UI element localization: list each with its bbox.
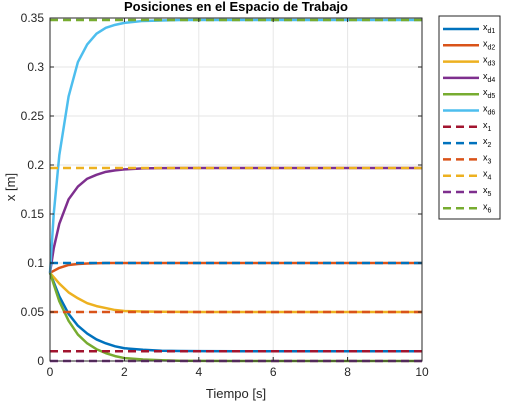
legend-label-base: x [483,169,488,179]
legend-label-x6: x6 [483,201,492,214]
legend-label-subscript: 6 [488,207,492,214]
x-tick-label: 4 [195,365,202,379]
plot-background [50,18,422,361]
legend-label-base: x [483,152,488,162]
y-tick-label: 0 [37,354,44,368]
legend-label-base: x [483,201,488,211]
legend-label-base: x [483,104,488,114]
legend-label-base: x [483,120,488,130]
y-axis-label: x [m] [3,173,18,201]
legend-label-subscript: 3 [488,158,492,165]
legend-label-xd3: xd3 [483,55,495,68]
legend-label-subscript: d3 [488,61,496,68]
legend-label-x5: x5 [483,185,492,198]
legend-label-xd6: xd6 [483,104,495,117]
legend-label-base: x [483,136,488,146]
legend-label-x4: x4 [483,169,492,182]
legend-label-subscript: 1 [488,126,492,133]
legend-label-base: x [483,185,488,195]
legend-label-subscript: d5 [488,93,496,100]
y-tick-label: 0.35 [21,11,45,25]
legend-label-x3: x3 [483,152,492,165]
legend-label-x2: x2 [483,136,492,149]
x-tick-label: 8 [344,365,351,379]
y-tick-label: 0.15 [21,207,45,221]
legend-label-base: x [483,71,488,81]
x-tick-label: 2 [121,365,128,379]
legend-label-base: x [483,22,488,32]
legend-label-base: x [483,38,488,48]
chart-title: Posiciones en el Espacio de Trabajo [124,0,348,14]
x-tick-label: 10 [415,365,429,379]
plot-area: 0 2 4 6 8 10 0 0.05 0.1 0.15 0.2 0.25 0.3 0.35 [21,11,429,379]
legend-label-xd5: xd5 [483,87,495,100]
y-tick-label: 0.3 [27,60,44,74]
legend-label-subscript: d1 [488,28,496,35]
legend-box [438,15,501,220]
x-tick-label: 0 [47,365,54,379]
axes-box [49,17,423,362]
legend-label-subscript: d4 [488,77,496,84]
legend-label-base: x [483,55,488,65]
legend-label-subscript: 5 [488,191,492,198]
legend-label-subscript: 4 [488,175,492,182]
x-axis-label: Tiempo [s] [206,386,266,401]
y-tick-label: 0.05 [21,305,45,319]
legend-label-xd2: xd2 [483,38,495,51]
legend-label-xd4: xd4 [483,71,495,84]
legend-label-subscript: 2 [488,142,492,149]
legend-label-subscript: d2 [488,44,496,51]
x-tick-label: 6 [270,365,277,379]
legend-label-subscript: d6 [488,110,496,117]
legend-label-base: x [483,87,488,97]
y-tick-label: 0.25 [21,109,45,123]
y-tick-label: 0.2 [27,158,44,172]
legend-label-xd1: xd1 [483,22,495,35]
y-tick-label: 0.1 [27,256,44,270]
legend-label-x1: x1 [483,120,492,133]
